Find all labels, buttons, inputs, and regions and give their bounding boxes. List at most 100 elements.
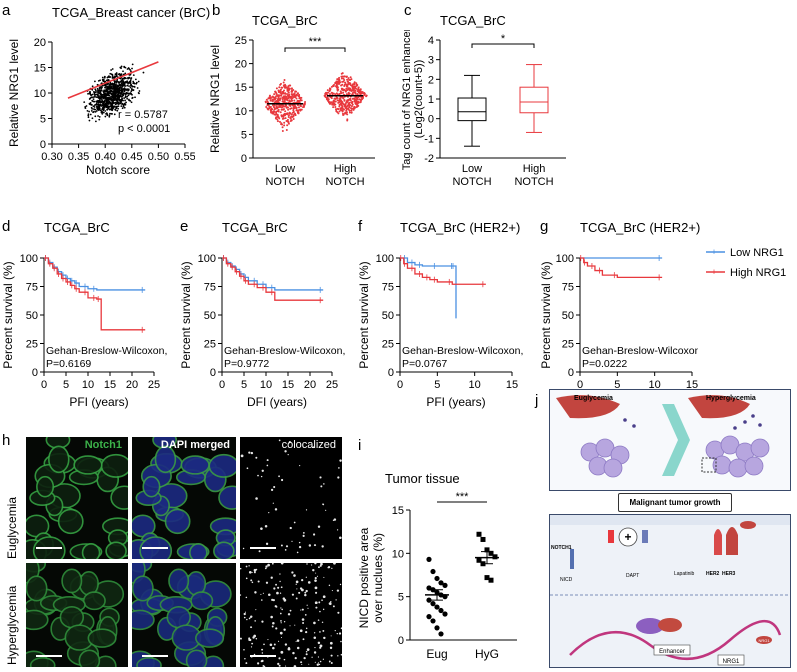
x-tick-label: 0 [219,379,225,391]
data-point [110,92,113,95]
data-point [113,105,116,108]
coloc-dot [283,658,286,661]
data-point [329,89,332,92]
data-point [120,82,123,85]
data-point [125,101,127,104]
data-point [264,101,267,104]
data-point [292,110,295,113]
data-point [295,90,298,93]
y-tick-label: 10 [34,88,46,100]
data-point [106,85,109,88]
data-point [91,117,94,120]
data-point [340,107,343,110]
data-point [280,94,283,97]
data-point [333,97,336,100]
data-point [124,92,126,95]
data-point [94,89,97,92]
category-label: High [334,163,357,175]
data-point [272,96,275,99]
cell-shape [36,475,55,498]
data-point [120,87,123,90]
coloc-dot [325,509,327,511]
data-point [340,77,343,80]
coloc-dot [313,621,316,625]
coloc-dot [274,508,278,511]
data-point [288,112,291,115]
data-point [142,71,145,74]
data-point [95,110,98,112]
data-point [103,84,105,87]
annotation: P=0.6169 [46,358,91,370]
data-point [280,115,283,118]
data-point [106,113,109,116]
data-point [114,103,117,106]
data-point [111,109,114,111]
cell-shape [78,649,101,667]
data-point [282,108,285,111]
data-point [94,115,97,118]
survival-line-high [44,257,146,331]
data-point [115,101,117,104]
coloc-dot [254,591,257,594]
data-point [340,75,343,78]
data-point [273,98,276,101]
data-point [328,102,331,105]
legend-high-marker: + [711,267,716,277]
y-tick-label: 50 [204,310,216,322]
coloc-dot [319,476,322,479]
y-tick-label: 50 [562,310,574,322]
data-point [126,95,129,98]
coloc-dot [305,630,308,634]
coloc-dot [319,564,322,567]
y-tick-label: 75 [26,282,38,294]
data-point [109,92,112,95]
coloc-dot [299,587,303,590]
coloc-dot [260,527,263,530]
data-point [95,96,98,99]
coloc-dot [269,643,273,647]
data-point [113,81,116,84]
coloc-dot [296,588,298,590]
data-point [344,90,347,93]
data-point [287,87,290,90]
micrograph-dapi-hyg [132,563,236,667]
data-point [117,92,120,95]
data-point [112,105,115,108]
data-point [124,66,127,69]
coloc-dot [317,619,320,621]
data-point [269,99,272,102]
data-point [100,103,102,106]
data-point [302,106,305,109]
data-point [363,94,366,97]
coloc-dot [340,653,342,656]
coloc-dot [330,654,333,657]
data-point [269,109,272,112]
data-point [103,99,106,102]
y-tick-label: 25 [26,339,38,351]
data-point [298,96,301,99]
data-point [346,78,349,81]
panel-label-e: e [180,218,189,235]
data-point [484,575,490,581]
data-point [336,93,339,96]
cell-shape [61,568,83,594]
data-point [96,108,99,111]
data-point [120,105,123,108]
data-point [286,112,289,115]
annotation: Gehan-Breslow-Wilcoxon, [402,345,523,357]
data-point [267,97,270,100]
coloc-dot [272,502,274,504]
data-point [114,95,117,98]
survival-line-low [400,257,457,319]
data-point [352,91,355,94]
coloc-dot [284,549,287,551]
coloc-dot [278,657,281,660]
significance-bracket [471,43,535,48]
row-label-euglycemia: Euglycemia [5,496,19,559]
data-point [131,63,134,66]
data-point [123,103,126,106]
y-tick-label: 3 [428,55,434,67]
data-point [124,72,127,75]
y-axis-label: Relative NRG1 level [7,39,21,147]
coloc-dot [294,624,296,626]
